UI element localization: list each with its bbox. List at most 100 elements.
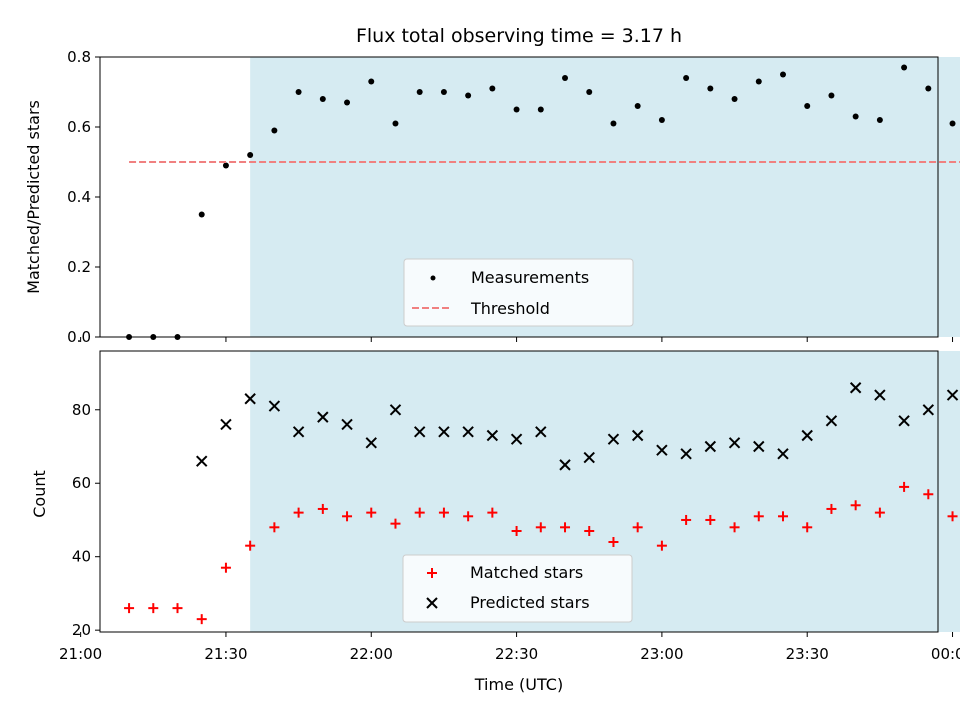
measurement-point (634, 103, 641, 109)
measurement-point (731, 96, 738, 102)
matched-stars-point (656, 540, 667, 551)
top-y-ticks: 0.0 0.2 0.4 0.6 0.8 (67, 48, 100, 346)
measurement-point (876, 117, 883, 123)
predicted-stars-point (196, 455, 208, 467)
top-axes-frame (99, 56, 939, 338)
predicted-stars-point (365, 437, 377, 449)
measurement-point (319, 96, 326, 102)
measurement-point (198, 211, 205, 218)
measurement-point (949, 120, 956, 127)
matched-stars-point (874, 507, 885, 518)
measurement-point (489, 85, 496, 92)
matched-stars-point (148, 603, 159, 614)
measurement-point (901, 64, 908, 71)
top-legend: Measurements Threshold (403, 258, 634, 327)
y-tick-label: 0.2 (67, 258, 91, 276)
matched-stars-point (535, 522, 546, 533)
matched-stars-point (317, 503, 328, 514)
legend-label-threshold: Threshold (470, 299, 550, 318)
predicted-stars-point (244, 393, 256, 405)
matched-stars-point (196, 614, 207, 625)
measurement-point (440, 89, 447, 95)
matched-stars-point (487, 507, 498, 518)
predicted-stars-point (486, 429, 499, 442)
measurement-point (537, 106, 544, 113)
measurement-point (852, 113, 859, 120)
matched-stars-point (293, 507, 304, 518)
matched-stars-point (947, 511, 958, 522)
matched-stars-point (681, 514, 692, 525)
x-tick-label: 22:00 (350, 645, 393, 663)
predicted-stars-point (292, 426, 305, 438)
matched-stars-point (608, 537, 619, 548)
bottom-panel: 20 40 60 80 21:00 21:30 22:00 22:30 23:00 23:30 0… (30, 350, 960, 694)
matched-stars-point (366, 507, 377, 518)
bottom-x-axis-label: Time (UTC) (474, 675, 563, 694)
legend-label-matched-stars: Matched stars (470, 563, 583, 582)
legend-label-measurements: Measurements (471, 268, 589, 287)
x-tick-label: 21:30 (204, 645, 247, 663)
legend-marker-measurements (430, 275, 436, 281)
top-legend-box (403, 258, 634, 327)
predicted-stars-point (559, 459, 571, 471)
measurement-point (610, 120, 617, 127)
predicted-stars-point (898, 415, 910, 427)
measurement-point (295, 89, 302, 95)
y-tick-label: 0.4 (67, 188, 91, 206)
predicted-stars-point (922, 404, 935, 416)
top-y-axis-label: Matched/Predicted stars (24, 100, 43, 294)
measurement-point (925, 85, 932, 92)
predicted-stars-point (438, 426, 450, 438)
measurement-point (658, 117, 665, 123)
y-tick-label: 60 (72, 474, 91, 492)
measurement-point (513, 106, 520, 113)
predicted-stars-point (413, 426, 426, 438)
matched-stars-point (729, 522, 740, 533)
measurement-point (392, 120, 399, 127)
predicted-stars-point (510, 433, 523, 445)
predicted-stars-point (389, 404, 402, 416)
measurement-point (222, 162, 229, 169)
measurement-point (465, 92, 472, 99)
legend-marker-predicted-stars (426, 597, 438, 609)
x-tick-label: 00:00 (931, 645, 960, 663)
measurement-point (344, 99, 351, 106)
predicted-stars-point (801, 429, 813, 442)
top-x-ticks (80, 337, 954, 342)
predicted-stars-point (849, 382, 862, 394)
measurement-point (804, 103, 811, 109)
matched-stars-point (172, 603, 183, 614)
predicted-stars-point (268, 400, 281, 412)
matched-stars-point (923, 489, 934, 500)
matched-stars-point (777, 511, 788, 522)
bottom-axes-frame (99, 350, 939, 633)
predicted-stars-point (728, 437, 741, 449)
matched-stars-point (438, 507, 449, 518)
predicted-stars-point (535, 426, 547, 438)
predicted-stars-point (656, 444, 668, 456)
top-data-marks (126, 64, 960, 340)
predicted-stars-point (607, 433, 620, 445)
predicted-stars-point (874, 389, 886, 401)
top-panel: 0.00.20.40.60.8 Matched/Predicted stars … (24, 48, 960, 346)
measurement-point (683, 75, 690, 81)
legend-marker-matched-stars (427, 568, 437, 578)
predicted-stars-point (220, 418, 232, 431)
y-tick-label: 20 (72, 621, 91, 639)
measurement-point (368, 78, 375, 85)
x-tick-label: 23:00 (640, 645, 683, 663)
matched-stars-point (560, 522, 571, 533)
measurement-point (707, 85, 714, 92)
legend-label-predicted-stars: Predicted stars (470, 593, 590, 612)
bottom-data-marks (124, 382, 959, 625)
x-tick-label: 23:30 (786, 645, 829, 663)
predicted-stars-point (753, 440, 765, 453)
measurement-point (416, 89, 423, 95)
matched-stars-point (705, 514, 716, 525)
measurement-point (562, 75, 569, 81)
measurement-point (755, 78, 762, 85)
matched-stars-point (269, 522, 280, 533)
y-tick-label: 0.8 (67, 48, 91, 66)
